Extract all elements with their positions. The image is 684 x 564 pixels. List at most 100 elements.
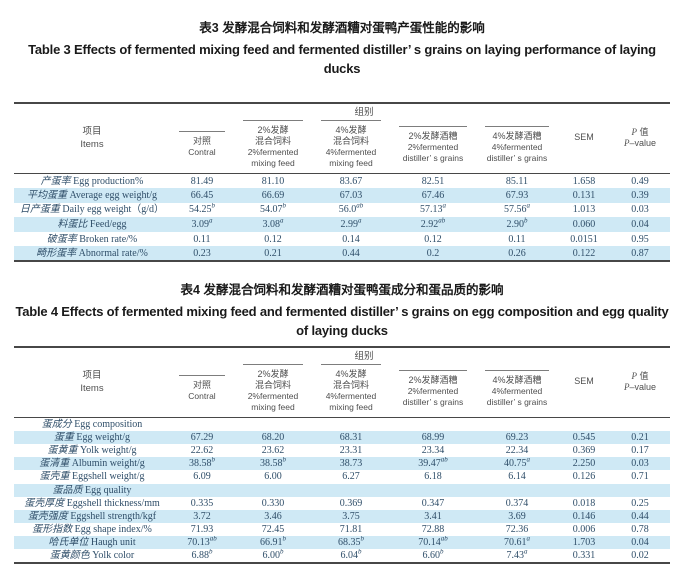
row-label: 蛋品质 Egg quality [52,484,132,496]
table-row: 蛋黄颜色 Yolk color 6.88b 6.00b 6.04b 6.60b 7.43a… [14,549,670,562]
group-header: 组别 [354,351,374,363]
row-label: 蛋成分 Egg composition [41,418,143,430]
table-cell: 70.13ab [187,536,217,549]
table-cell: 0.03 [631,458,649,470]
table4-container: 项目 Items 组别 SEM P 值 P–value 对照 Contral 2%发酵 混合饲… [0,346,684,564]
table-cell: 6.04b [340,549,362,562]
table-cell: 38.58b [188,457,215,470]
table4-title-en: Table 4 Effects of fermented mixing feed… [15,304,669,339]
table-cell: 0.126 [572,471,596,483]
table-cell: 0.369 [572,445,596,457]
column-header-1: 2%发酵 混合饲料 2%fermented mixing feed [233,364,312,419]
table-cell: 3.72 [193,510,211,522]
table3-title-zh: 表3 发酵混合饲料和发酵酒糟对蛋鸭产蛋性能的影响 [199,21,485,35]
section-row: 蛋成分 Egg composition [14,418,670,431]
row-label: 蛋形指数 Egg shape index/% [32,524,152,536]
table-cell: 1.703 [572,537,596,549]
table-cell: 6.00b [262,549,284,562]
table-cell: 38.58b [259,457,286,470]
table-cell [234,484,312,497]
table-cell: 3.69 [508,510,526,522]
table-cell: 71.93 [190,524,214,536]
table-cell: 72.88 [421,524,445,536]
p-value-header: P 值 P–value [610,103,671,174]
table-cell: 0.04 [631,537,649,549]
table-cell: 2.250 [572,458,596,470]
table-cell: 0.0151 [570,233,598,245]
table-row: 蛋黄重 Yolk weight/g 22.62 23.62 23.31 23.34 22.… [14,444,670,457]
table-cell: 1.658 [572,175,596,187]
items-header: 项目 Items [13,103,170,174]
column-header-2: 4%发酵 混合饲料 4%fermented mixing feed [311,120,390,174]
table-cell: 67.93 [505,189,529,201]
page: 表3 发酵混合饲料和发酵酒糟对蛋鸭产蛋性能的影响 Table 3 Effects… [0,20,684,564]
table-cell: 0.78 [631,524,649,536]
row-label: 哈氏单位 Haugh unit [48,537,136,549]
row-label: 破蛋率 Broken rate/% [46,233,138,245]
table-cell: 0.347 [421,497,445,509]
table-row: 蛋形指数 Egg shape index/% 71.93 72.45 71.81 72.… [14,523,670,536]
table-cell: 69.23 [505,431,529,443]
table-cell: 0.21 [631,431,649,443]
table-row: 蛋壳强度 Eggshell strength/kgf 3.72 3.46 3.75 3.… [13,509,671,524]
table-cell: 0.545 [572,431,596,443]
table-cell [558,418,610,431]
table-cell: 6.88b [191,549,213,562]
table-cell [170,484,234,497]
table-cell: 72.36 [505,524,529,536]
table-cell: 0.14 [342,233,360,245]
table-cell: 82.51 [421,175,445,187]
items-header: 项目 Items [13,347,170,419]
table4-section: 表4 发酵混合饲料和发酵酒糟对蛋鸭蛋成分和蛋品质的影响 Table 4 Effe… [0,282,684,564]
row-label: 畸形蛋率 Abnormal rate/% [36,247,148,259]
table-cell [312,418,390,431]
row-label: 蛋黄重 Yolk weight/g [47,445,137,457]
table-cell [610,418,670,431]
table-cell: 40.75a [504,457,530,470]
table3: 项目 Items 组别 SEM P 值 P–value 对照 Contral 2%发酵 混合饲… [13,102,671,263]
table-cell: 67.29 [190,431,214,443]
table-cell: 66.69 [261,189,285,201]
table-cell: 6.18 [424,471,442,483]
table-cell: 22.34 [505,445,529,457]
table-cell: 23.34 [421,445,445,457]
row-label: 平均蛋重 Average egg weight/g [26,189,158,201]
table-cell: 68.99 [421,431,445,443]
table-row: 产蛋率 Egg production% 81.49 81.10 83.67 82.51 8… [14,174,670,189]
table-cell: 2.92ab [420,217,446,231]
table-cell: 68.31 [339,431,363,443]
table-cell: 0.330 [261,497,285,509]
table-cell: 0.11 [193,233,211,245]
table-row: 日产蛋重 Daily egg weight（g/d） 54.25b 54.07b 56… [14,203,670,218]
table-cell: 0.25 [631,497,649,509]
table-cell: 85.11 [505,175,529,187]
table-cell: 81.10 [261,175,285,187]
table-cell: 6.60b [422,549,444,562]
row-label: 料蛋比 Feed/egg [57,219,127,231]
table-cell: 66.45 [190,189,214,201]
table-cell: 70.14ab [418,536,448,549]
section-row: 蛋品质 Egg quality [13,483,671,497]
row-label: 蛋重 Egg weight/g [53,431,131,443]
row-label: 蛋黄颜色 Yolk color [49,550,135,562]
column-header-1: 2%发酵 混合饲料 2%fermented mixing feed [233,120,312,174]
table-body: 产蛋率 Egg production% 81.49 81.10 83.67 82.51 8… [13,174,671,262]
table-cell: 72.45 [261,524,285,536]
table-cell: 6.09 [193,471,211,483]
table-cell: 6.00 [264,471,282,483]
table-cell: 0.23 [193,247,211,259]
table-cell: 0.11 [508,233,526,245]
table-cell: 57.56a [504,202,530,216]
table-cell: 23.31 [339,445,363,457]
table-cell: 0.006 [572,524,596,536]
table-cell: 0.122 [572,247,596,259]
row-label: 产蛋率 Egg production% [40,175,144,187]
table-row: 蛋壳厚度 Eggshell thickness/mm 0.335 0.330 0.36… [14,497,670,510]
table-cell: 67.03 [339,189,363,201]
table-cell: 0.39 [631,189,649,201]
table-cell: 3.08a [262,217,284,231]
column-header-3: 2%发酵酒糟 2%fermented distiller’ s grains [389,364,476,419]
table3-section: 表3 发酵混合饲料和发酵酒糟对蛋鸭产蛋性能的影响 Table 3 Effects… [0,20,684,263]
table-header: 项目 Items 组别 SEM P 值 P–value 对照 Contral 2%发酵 混合饲… [13,347,671,419]
row-label: 日产蛋重 Daily egg weight（g/d） [19,204,165,216]
